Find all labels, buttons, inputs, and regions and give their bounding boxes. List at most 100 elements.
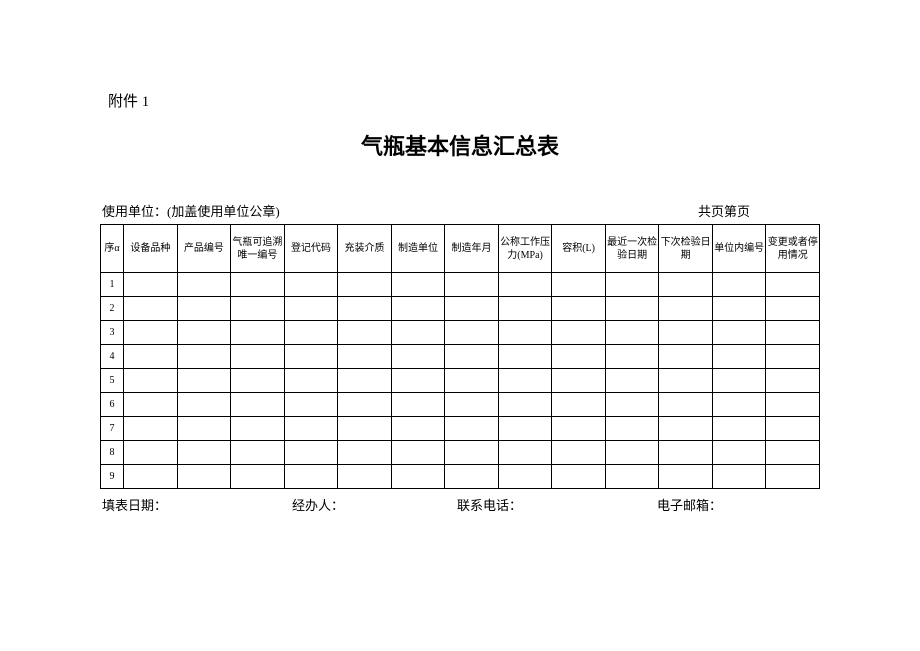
table-row: 6 <box>101 393 820 417</box>
cell <box>284 345 338 369</box>
col-mfg-unit: 制造单位 <box>391 225 445 273</box>
cell <box>766 417 820 441</box>
col-volume: 容积(L) <box>552 225 606 273</box>
cell <box>391 297 445 321</box>
cell <box>659 321 713 345</box>
cell <box>177 321 231 345</box>
table-row: 2 <box>101 297 820 321</box>
cell <box>231 297 285 321</box>
cell <box>659 273 713 297</box>
footer-row: 填表日期： 经办人： 联系电话： 电子邮箱： <box>100 495 820 514</box>
cell <box>766 297 820 321</box>
cell <box>552 441 606 465</box>
col-seq: 序α <box>101 225 124 273</box>
cell-seq: 5 <box>101 369 124 393</box>
cell <box>231 345 285 369</box>
cell-seq: 6 <box>101 393 124 417</box>
cell-seq: 2 <box>101 297 124 321</box>
cell <box>391 465 445 489</box>
cell <box>498 273 552 297</box>
cell <box>498 369 552 393</box>
cell-seq: 1 <box>101 273 124 297</box>
cell <box>766 393 820 417</box>
cell <box>124 321 178 345</box>
cell <box>498 297 552 321</box>
cell <box>338 417 392 441</box>
cell <box>284 369 338 393</box>
cell <box>338 297 392 321</box>
cell <box>231 321 285 345</box>
cell <box>552 393 606 417</box>
cell <box>712 345 766 369</box>
col-last-inspect: 最近一次检验日期 <box>605 225 659 273</box>
cell <box>498 441 552 465</box>
attachment-label: 附件 1 <box>108 90 820 111</box>
cell <box>605 297 659 321</box>
cell <box>766 465 820 489</box>
cell <box>766 369 820 393</box>
cell <box>231 273 285 297</box>
cell <box>177 441 231 465</box>
table-row: 7 <box>101 417 820 441</box>
cell <box>445 393 499 417</box>
cell <box>445 441 499 465</box>
cell <box>124 273 178 297</box>
cell <box>605 273 659 297</box>
cell <box>605 321 659 345</box>
cell <box>712 393 766 417</box>
cell <box>391 441 445 465</box>
cell <box>284 297 338 321</box>
cell <box>712 465 766 489</box>
col-internal-no: 单位内编号 <box>712 225 766 273</box>
cell <box>659 465 713 489</box>
cell <box>605 369 659 393</box>
cell <box>659 441 713 465</box>
cell <box>766 441 820 465</box>
page-label: 共页第页 <box>698 201 818 220</box>
cell <box>605 345 659 369</box>
cell <box>605 417 659 441</box>
col-trace-id: 气瓶可追溯唯一编号 <box>231 225 285 273</box>
cell <box>338 465 392 489</box>
cell <box>124 345 178 369</box>
cell <box>391 417 445 441</box>
table-row: 1 <box>101 273 820 297</box>
cell <box>124 369 178 393</box>
cell <box>338 369 392 393</box>
cell-seq: 8 <box>101 441 124 465</box>
cell <box>498 345 552 369</box>
cell <box>659 345 713 369</box>
cell <box>391 345 445 369</box>
cell <box>445 321 499 345</box>
unit-label: 使用单位：(加盖使用单位公章) <box>102 201 698 220</box>
cell <box>712 369 766 393</box>
cell <box>177 345 231 369</box>
cell <box>659 297 713 321</box>
cell <box>391 393 445 417</box>
cell <box>445 465 499 489</box>
footer-handler: 经办人： <box>292 495 457 514</box>
cell <box>231 369 285 393</box>
cell <box>284 321 338 345</box>
cell <box>177 369 231 393</box>
cell <box>177 273 231 297</box>
cell <box>338 441 392 465</box>
footer-contact: 联系电话： <box>457 495 657 514</box>
cell <box>284 417 338 441</box>
header-row: 使用单位：(加盖使用单位公章) 共页第页 <box>100 201 820 220</box>
cell <box>766 273 820 297</box>
cell <box>445 273 499 297</box>
table-row: 5 <box>101 369 820 393</box>
col-reg-code: 登记代码 <box>284 225 338 273</box>
cell <box>391 369 445 393</box>
cell <box>391 273 445 297</box>
cell <box>445 417 499 441</box>
cell <box>552 465 606 489</box>
cell <box>605 465 659 489</box>
cell <box>498 393 552 417</box>
footer-email: 电子邮箱： <box>657 495 818 514</box>
col-mfg-date: 制造年月 <box>445 225 499 273</box>
cell <box>391 321 445 345</box>
cell <box>231 417 285 441</box>
col-device-type: 设备品种 <box>124 225 178 273</box>
